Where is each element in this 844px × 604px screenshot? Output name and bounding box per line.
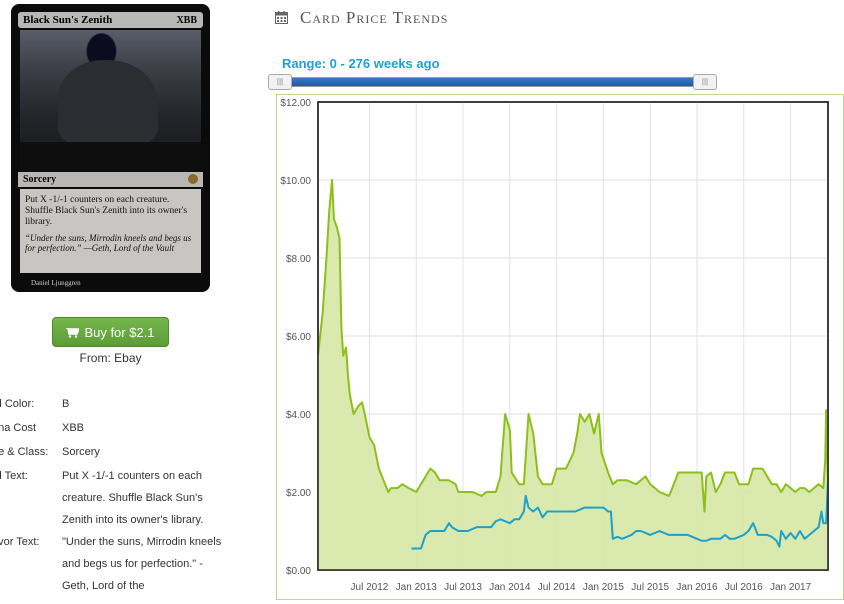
range-slider-fill — [273, 78, 708, 86]
y-tick-label: $12.00 — [280, 98, 311, 109]
attribute-value: B — [62, 398, 70, 410]
x-tick-label: Jan 2014 — [489, 582, 531, 593]
y-tick-label: $2.00 — [286, 488, 311, 499]
attribute-value: XBB — [62, 422, 85, 434]
y-tick-label: $4.00 — [286, 410, 311, 421]
x-tick-label: Jul 2016 — [725, 582, 763, 593]
y-tick-label: $6.00 — [286, 332, 311, 343]
x-tick-label: Jul 2012 — [351, 582, 389, 593]
cart-icon — [66, 328, 80, 338]
card-image: Black Sun's Zenith XBB Sorcery Put X -1/… — [11, 4, 210, 292]
x-tick-label: Jan 2013 — [396, 582, 438, 593]
artwork-ground — [20, 142, 201, 172]
card-rules-text: Put X -1/-1 counters on each creature. S… — [25, 195, 188, 227]
attribute-key: avor Text: — [0, 536, 40, 548]
buy-button-label: Buy for $2.1 — [84, 325, 155, 340]
buy-source: From: Ebay — [79, 351, 142, 365]
card-title-bar: Black Sun's Zenith XBB — [18, 12, 203, 28]
attribute-value: Sorcery — [62, 446, 100, 458]
x-tick-label: Jul 2015 — [631, 582, 669, 593]
set-symbol-icon — [188, 174, 198, 184]
y-tick-label: $10.00 — [280, 176, 311, 187]
series-line-0 — [317, 179, 829, 513]
attribute-key: rd Text: — [0, 470, 28, 482]
trends-title: Card Price Trends — [300, 8, 449, 27]
x-tick-label: Jul 2013 — [444, 582, 482, 593]
series-line-1 — [411, 480, 829, 550]
card-type-bar: Sorcery — [18, 172, 203, 187]
card-artwork — [20, 30, 201, 172]
attribute-value: "Under the suns, Mirrodin kneels and beg… — [62, 536, 222, 592]
x-tick-label: Jan 2015 — [583, 582, 625, 593]
attribute-key: rd Color: — [0, 398, 35, 410]
plot-frame — [317, 101, 829, 571]
x-tick-label: Jan 2016 — [676, 582, 718, 593]
range-handle-start[interactable]: ||| — [268, 74, 292, 90]
attribute-value: Put X -1/-1 counters on each creature. S… — [62, 470, 204, 526]
price-chart-svg: $0.00 $2.00 $4.00 $6.00 $8.00 $10.00 $12.00 Jul… — [280, 98, 829, 593]
y-tick-label: $8.00 — [286, 254, 311, 265]
x-tick-label: Jul 2014 — [538, 582, 576, 593]
card-flavor-text: “Under the suns, Mirrodin kneels and beg… — [25, 233, 192, 253]
card-type-line: Sorcery — [23, 174, 57, 185]
calendar-icon — [275, 11, 288, 24]
price-chart: $0.00 $2.00 $4.00 $6.00 $8.00 $10.00 $12.00 Jul… — [276, 94, 844, 600]
range-handle-end[interactable]: ||| — [693, 74, 717, 90]
artwork-figure — [58, 60, 158, 145]
card-artist: Daniel Ljunggren — [31, 279, 81, 287]
attribute-key: ana Cost — [0, 422, 37, 434]
card-name: Black Sun's Zenith — [23, 14, 113, 26]
buy-button[interactable]: Buy for $2.1 — [52, 317, 169, 347]
attribute-key: pe & Class: — [0, 446, 49, 458]
x-tick-label: Jan 2017 — [770, 582, 812, 593]
card-mana-symbols: XBB — [176, 15, 197, 26]
card-text-box: Put X -1/-1 counters on each creature. S… — [20, 189, 201, 273]
y-tick-label: $0.00 — [286, 566, 311, 577]
range-label: Range: 0 - 276 weeks ago — [282, 56, 440, 71]
